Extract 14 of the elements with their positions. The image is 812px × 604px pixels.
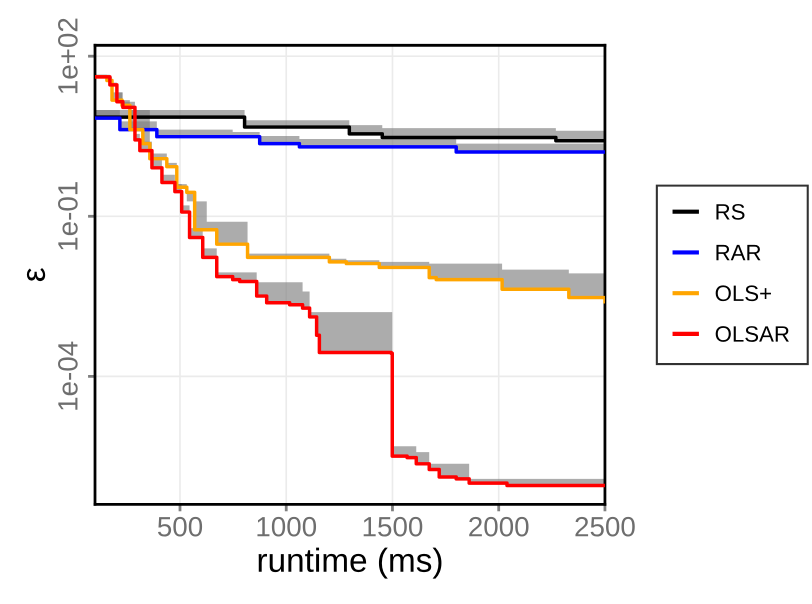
x-tick-label: 500 — [158, 516, 202, 537]
x-tick-label: 1000 — [257, 516, 316, 537]
legend-label: OLSAR — [716, 326, 789, 342]
x-tick-label: 2000 — [469, 516, 529, 537]
legend-label: RS — [716, 204, 744, 220]
x-axis-title: runtime (ms) — [258, 548, 442, 579]
x-tick-label: 2500 — [575, 516, 635, 537]
y-tick-label: 1e+02 — [58, 18, 78, 94]
x-tick-label: 1500 — [364, 516, 422, 537]
legend-label: OLS+ — [716, 285, 771, 302]
legend-label: RAR — [716, 244, 761, 260]
y-axis-title: ε — [26, 268, 46, 282]
y-tick-label: 1e-01 — [58, 182, 78, 250]
y-tick-label: 1e-04 — [58, 342, 78, 410]
